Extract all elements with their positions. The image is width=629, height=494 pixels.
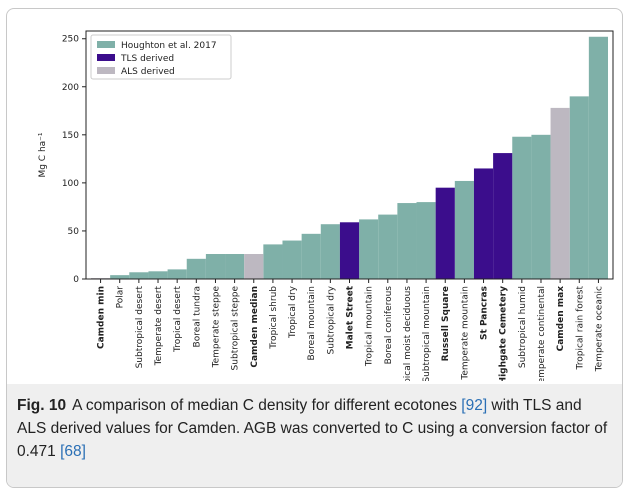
x-tick-label: Boreal tundra [192, 286, 202, 347]
bar [416, 202, 436, 279]
bar [435, 187, 455, 279]
bar [588, 36, 608, 279]
x-tick-label: Tropical desert [173, 286, 183, 353]
chart: Mg C ha⁻¹ 0 50 100 150 200 250 Camden min Polar… [38, 30, 614, 381]
x-tick-label: Subtropical desert [135, 286, 145, 369]
x-tick-label: Russell Square [441, 286, 451, 361]
figure: Mg C ha⁻¹ 0 50 100 150 200 250 Camden min Polar… [6, 8, 623, 488]
legend-box [90, 34, 232, 80]
x-tick-label: Camden max [556, 286, 566, 352]
x-tick-label: Subtropical dry [326, 285, 336, 354]
legend: Houghton et al. 2017 TLS derived ALS deriv… [90, 34, 232, 80]
y-axis-label: Mg C ha⁻¹ [38, 132, 48, 177]
bar [359, 219, 379, 279]
y-tick-label: 0 [73, 275, 79, 285]
x-tick-label: Highgate Cemetery [499, 286, 509, 381]
x-tick-label: Malet Street [346, 285, 356, 349]
x-tick-label: Temperate desert [154, 286, 164, 367]
bar [129, 272, 149, 279]
bar [263, 244, 283, 279]
caption-text: with TLS and ALS derived values for Camd… [17, 397, 608, 460]
legend-label: TLS derived [120, 54, 174, 64]
bar [205, 254, 226, 279]
x-tick-label: Tropical moist deciduous [403, 286, 413, 381]
x-tick-label: Temperate mountain [460, 286, 470, 381]
x-tick-label: Temperate oceanic [594, 286, 604, 372]
x-tick-label: Subtropical humid [518, 286, 528, 368]
bar [244, 254, 264, 279]
bar [282, 240, 302, 279]
x-tick-label: Camden min [97, 286, 107, 349]
y-tick-label: 250 [62, 35, 79, 45]
x-tick-label: Subtropical steppe [231, 286, 241, 371]
x-tick-label: Temperate continental [537, 286, 547, 381]
bar [569, 96, 589, 279]
bar [454, 180, 474, 279]
bar [378, 214, 398, 279]
bar [110, 275, 130, 279]
x-tick-label: Boreal coniferous [384, 286, 394, 365]
caption-text: A comparison of median C density for dif… [72, 397, 462, 414]
bar [473, 168, 494, 279]
bar [301, 233, 321, 279]
x-tick-label: Tropical rain forest [575, 286, 585, 371]
plot-frame [85, 30, 614, 280]
bar [339, 222, 360, 279]
bar [225, 254, 245, 279]
legend-swatch [97, 41, 115, 48]
x-tick-label: Camden median [250, 286, 260, 368]
x-tick-label: Tropical shrub [269, 286, 279, 350]
bar [320, 224, 340, 279]
bar [148, 271, 168, 279]
x-tick-label: St Pancras [480, 286, 490, 340]
citation[interactable]: [92] [461, 397, 488, 414]
y-tick-label: 200 [62, 83, 79, 93]
caption-label: Fig. 10 [17, 397, 67, 414]
x-tick-label: Polar [116, 286, 126, 309]
bar [186, 258, 206, 279]
bar [531, 134, 551, 279]
legend-label: ALS derived [121, 67, 175, 77]
bar [493, 153, 513, 279]
x-tick-label: Temperate steppe [211, 286, 221, 369]
y-tick-label: 150 [62, 131, 79, 141]
x-tick-label: Tropical dry [288, 285, 298, 339]
legend-swatch [97, 67, 115, 74]
x-tick-label: Subtropical mountain [422, 286, 432, 381]
citation[interactable]: [68] [60, 443, 86, 460]
legend-swatch [97, 54, 115, 61]
x-tick-label: Boreal mountain [307, 286, 317, 361]
bar [167, 269, 187, 279]
x-tick-label: Tropical mountain [365, 286, 375, 367]
y-tick-label: 100 [62, 179, 79, 189]
caption: Fig. 10 A comparison of median C density … [7, 384, 622, 487]
y-tick-label: 50 [68, 227, 80, 237]
bar [397, 203, 417, 279]
bar [512, 136, 532, 279]
legend-label: Houghton et al. 2017 [121, 41, 217, 51]
bar [550, 107, 570, 279]
